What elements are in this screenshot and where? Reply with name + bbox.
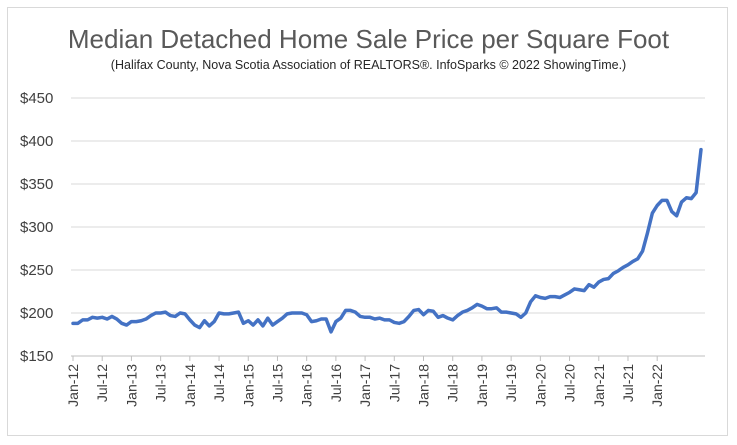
y-tick-label: $400 <box>20 133 53 150</box>
y-tick-label: $150 <box>20 348 53 365</box>
x-tick-label: Jul-17 <box>386 364 402 402</box>
x-tick-label: Jan-19 <box>474 364 490 407</box>
x-tick-label: Jan-14 <box>182 364 198 407</box>
x-tick-label: Jan-21 <box>591 364 607 407</box>
x-tick-label: Jan-20 <box>532 364 548 407</box>
x-tick-label: Jul-19 <box>503 364 519 402</box>
x-tick-label: Jul-13 <box>153 364 169 402</box>
chart-frame <box>7 7 728 436</box>
x-tick-label: Jan-16 <box>299 364 315 407</box>
x-tick-label: Jul-21 <box>620 364 636 402</box>
series-group <box>71 147 703 334</box>
y-tick-label: $300 <box>20 219 53 236</box>
x-tick-label: Jan-15 <box>240 364 256 407</box>
y-tick-label: $350 <box>20 176 53 193</box>
x-axis-ticks: Jan-12 Jul-12 Jan-13 Jul-13 Jan-14 Jul-14 Jan-… <box>65 356 665 407</box>
x-tick-label: Jul-14 <box>211 364 227 402</box>
y-tick-label: $250 <box>20 262 53 279</box>
y-tick-label: $200 <box>20 305 53 322</box>
x-tick-label: Jul-18 <box>445 364 461 402</box>
x-tick-label: Jan-13 <box>123 364 139 407</box>
x-tick-label: Jul-12 <box>94 364 110 402</box>
x-tick-label: Jul-20 <box>562 364 578 402</box>
series-line <box>71 147 703 334</box>
gridlines <box>71 97 705 314</box>
x-tick-label: Jan-12 <box>65 364 81 407</box>
x-tick-label: Jan-17 <box>357 364 373 407</box>
x-tick-label: Jan-22 <box>649 364 665 407</box>
chart-title: Median Detached Home Sale Price per Squa… <box>67 24 670 54</box>
x-tick-label: Jul-15 <box>269 364 285 402</box>
chart-subtitle: (Halifax County, Nova Scotia Association… <box>110 58 627 72</box>
y-tick-label: $450 <box>20 90 53 107</box>
x-tick-label: Jul-16 <box>328 364 344 402</box>
x-tick-label: Jan-18 <box>416 364 432 407</box>
y-axis-ticks: $150 $200 $250 $300 $350 $400 $450 <box>20 90 53 365</box>
